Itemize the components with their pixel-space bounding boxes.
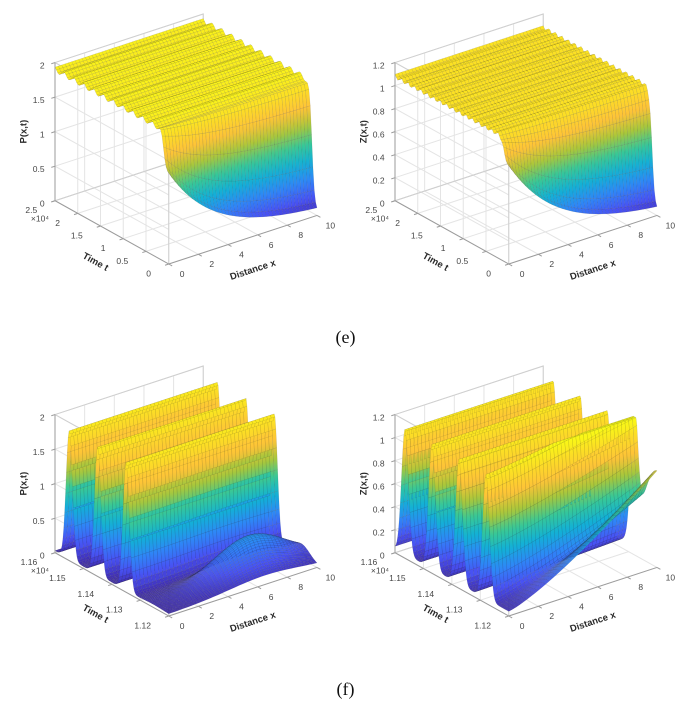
surface-plot-e-predator [354,6,677,318]
plot-row-f [0,358,691,670]
surface-plot-f-prey [14,358,337,670]
surface-plot-f-predator [354,358,677,670]
surface-plot-e-prey [14,6,337,318]
plot-row-e [0,6,691,318]
subfigure-label-f: (f) [336,679,355,699]
subfigure-label-e: (e) [335,327,356,347]
